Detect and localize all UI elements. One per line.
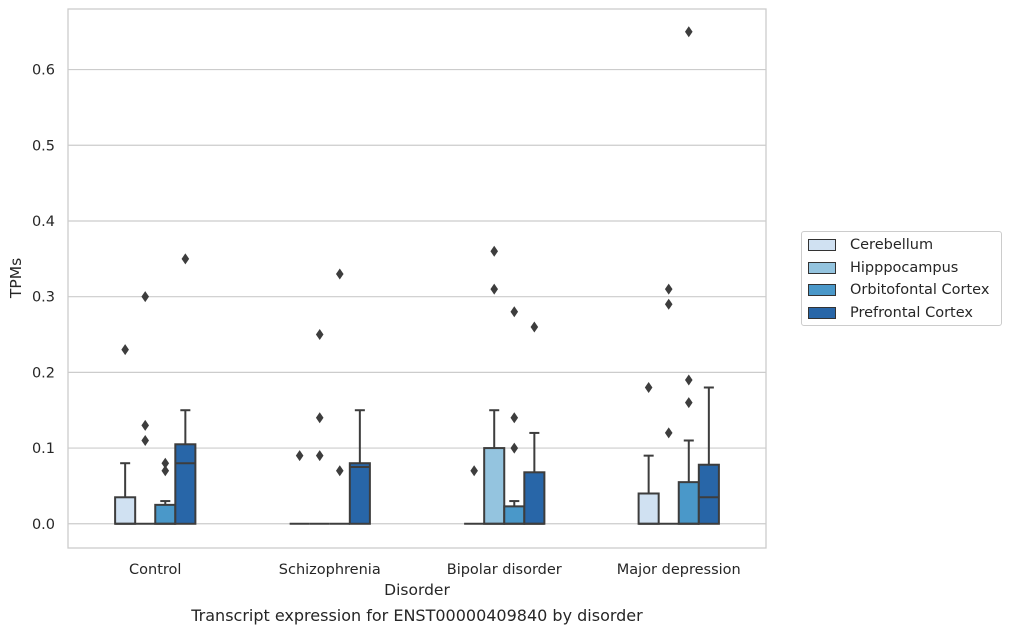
outlier-point <box>490 283 499 295</box>
outlier-point <box>470 465 478 477</box>
box-cerebellum <box>637 382 660 525</box>
box-body <box>503 505 526 525</box>
outlier-point <box>315 450 324 462</box>
legend-label-prefrontal-cortex: Prefrontal Cortex <box>850 305 973 321</box>
outlier-point <box>315 412 324 424</box>
box-body <box>348 462 371 525</box>
outlier-point <box>295 450 304 462</box>
box-prefrontal-cortex <box>348 409 371 525</box>
y-tick-label: 0.6 <box>32 63 55 79</box>
legend-item-prefrontal-cortex: Prefrontal Cortex <box>808 302 973 324</box>
box-cerebellum <box>464 465 485 525</box>
outlier-point <box>315 329 324 341</box>
legend-label-cerebellum: Cerebellum <box>850 237 934 253</box>
outlier-point <box>664 283 673 295</box>
plot-frame <box>67 8 767 549</box>
legend-swatch-cerebellum <box>808 239 836 251</box>
box-body <box>483 447 506 525</box>
outlier-point <box>335 465 344 477</box>
box-prefrontal-cortex <box>697 386 720 525</box>
legend-item-orbitofrontal-cortex: Orbitofontal Cortex <box>808 279 989 301</box>
box-cerebellum <box>289 450 310 525</box>
x-tick-label: Schizophrenia <box>279 562 381 578</box>
outlier-point <box>141 435 150 447</box>
box-hipppocampus <box>135 291 156 525</box>
y-axis-label: TPMs <box>7 258 25 299</box>
x-tick-label: Control <box>129 562 181 578</box>
box-orbitofontal-cortex <box>677 26 700 525</box>
box-body <box>697 463 720 525</box>
box-body <box>114 496 137 525</box>
outlier-point <box>141 419 150 431</box>
outlier-point <box>490 245 499 257</box>
legend-label-hippocampus: Hipppocampus <box>850 260 959 276</box>
outlier-point <box>181 253 190 265</box>
box-prefrontal-cortex <box>174 253 197 525</box>
box-body <box>154 503 177 525</box>
outlier-point <box>141 291 150 303</box>
grid-lines <box>68 68 766 525</box>
y-tick-label: 0.4 <box>32 214 55 230</box>
legend-item-hippocampus: Hipppocampus <box>808 257 958 279</box>
chart-caption: Transcript expression for ENST0000040984… <box>191 606 643 625</box>
x-tick-label: Major depression <box>617 562 741 578</box>
box-orbitofontal-cortex <box>329 268 350 525</box>
box-prefrontal-cortex <box>523 321 546 525</box>
y-tick-label: 0.2 <box>32 365 55 381</box>
outlier-point <box>510 442 519 454</box>
y-axis-ticks: 0.0 0.1 0.2 0.3 0.4 0.5 0.6 <box>32 63 55 533</box>
legend: Cerebellum Hipppocampus Orbitofontal Cor… <box>801 231 1002 326</box>
outlier-point <box>121 344 129 356</box>
legend-label-orbitofrontal-cortex: Orbitofontal Cortex <box>850 282 990 298</box>
y-tick-label: 0.3 <box>32 290 55 306</box>
y-tick-label: 0.1 <box>32 441 55 457</box>
outlier-point <box>644 382 653 394</box>
outlier-point <box>684 26 693 38</box>
box-hipppocampus <box>483 245 506 525</box>
box-hipppocampus <box>658 283 679 525</box>
legend-swatch-orbitofrontal-cortex <box>808 284 836 296</box>
outlier-point <box>684 374 693 386</box>
box-orbitofontal-cortex <box>503 306 526 525</box>
outlier-point <box>530 321 539 333</box>
box-orbitofontal-cortex <box>154 457 177 525</box>
box-hipppocampus <box>309 329 330 525</box>
legend-swatch-prefrontal-cortex <box>808 307 836 319</box>
legend-item-cerebellum: Cerebellum <box>808 234 933 256</box>
outlier-point <box>161 457 170 469</box>
box-body <box>174 443 197 525</box>
outlier-point <box>684 397 693 409</box>
legend-swatch-hippocampus <box>808 262 836 274</box>
box-cerebellum <box>114 344 137 525</box>
y-tick-label: 0.0 <box>32 517 55 533</box>
outlier-point <box>664 427 673 439</box>
outlier-point <box>161 465 170 477</box>
y-tick-label: 0.5 <box>32 138 55 154</box>
outlier-point <box>335 268 344 280</box>
box-body <box>637 492 660 525</box>
x-axis-label: Disorder <box>384 581 450 599</box>
box-body <box>523 471 546 525</box>
box-plot-series <box>114 26 720 525</box>
outlier-point <box>510 412 519 424</box>
box-body <box>677 481 700 525</box>
x-tick-label: Bipolar disorder <box>447 562 562 578</box>
outlier-point <box>510 306 519 318</box>
x-axis-ticks: Control Schizophrenia Bipolar disorder Majo… <box>129 562 741 578</box>
outlier-point <box>664 298 673 310</box>
